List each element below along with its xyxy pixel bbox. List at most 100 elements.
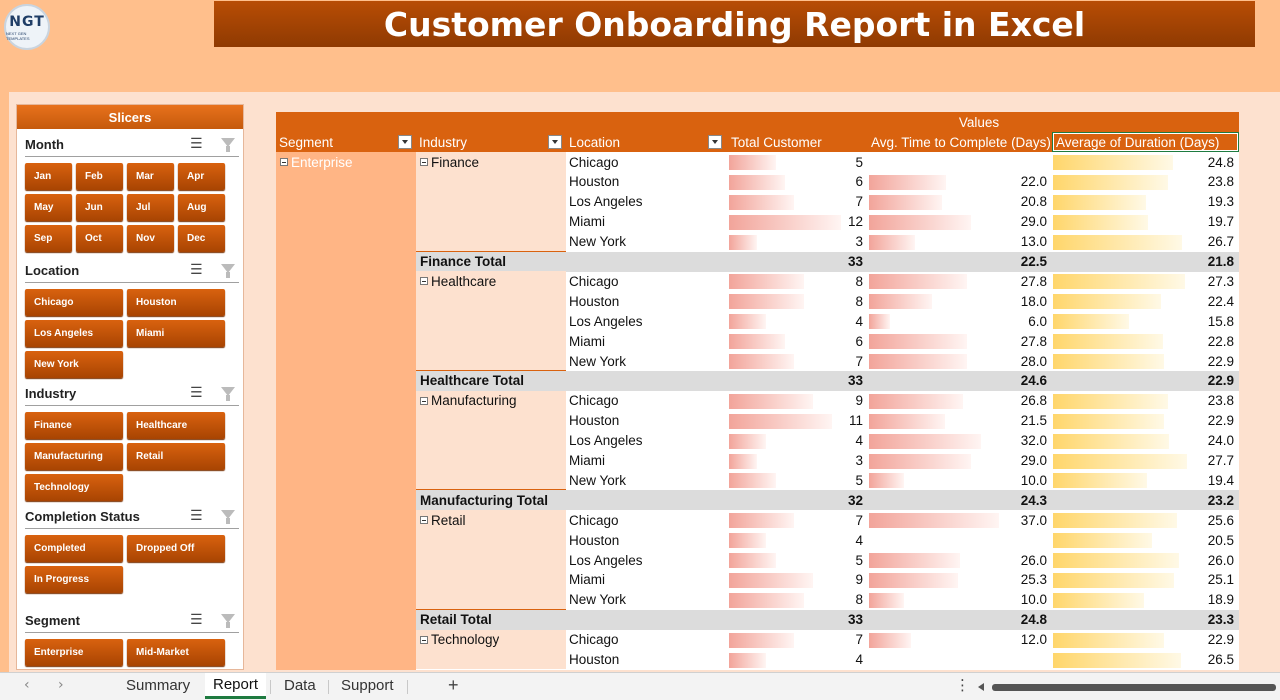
month-chip[interactable]: Dec (178, 225, 225, 252)
total-cell[interactable]: 7 (855, 512, 863, 528)
total-cell[interactable]: 3 (855, 453, 863, 468)
subtotal-avg-duration[interactable]: 23.2 (1207, 492, 1234, 508)
month-chip[interactable]: Jan (25, 163, 72, 190)
location-cell[interactable]: Houston (569, 532, 620, 548)
month-chip[interactable]: Aug (178, 194, 225, 221)
avg-time-cell[interactable]: 20.8 (1020, 194, 1047, 210)
location-filter-dropdown[interactable] (708, 135, 722, 149)
tab-report[interactable]: Report (205, 673, 267, 699)
month-chip[interactable]: Feb (76, 163, 123, 190)
tab-data[interactable]: Data (284, 677, 316, 694)
total-cell[interactable]: 4 (855, 433, 863, 449)
location-cell[interactable]: Houston (569, 174, 620, 190)
month-chip[interactable]: Apr (178, 163, 225, 190)
total-cell[interactable]: 5 (855, 154, 863, 170)
avg-duration-cell[interactable]: 26.0 (1207, 552, 1234, 568)
status-chip[interactable]: Dropped Off (127, 535, 225, 562)
total-cell[interactable]: 8 (855, 273, 863, 289)
avg-time-cell[interactable]: 12.0 (1020, 632, 1047, 648)
avg-duration-cell[interactable]: 22.4 (1207, 293, 1234, 309)
industry-label[interactable]: Retail (420, 510, 466, 530)
subtotal-label[interactable]: Healthcare Total (420, 373, 525, 389)
avg-duration-cell[interactable]: 27.3 (1207, 273, 1234, 289)
total-cell[interactable]: 6 (855, 333, 863, 349)
location-cell[interactable]: Los Angeles (569, 433, 643, 449)
month-chip[interactable]: Jun (76, 194, 123, 221)
location-cell[interactable]: New York (569, 472, 627, 488)
location-chip[interactable]: Miami (127, 320, 225, 347)
location-chip[interactable]: Los Angeles (25, 320, 123, 347)
segment-chip[interactable]: Mid-Market (127, 639, 225, 666)
total-cell[interactable]: 4 (855, 532, 863, 548)
industry-chip[interactable]: Healthcare (127, 412, 225, 439)
subtotal-avg-time[interactable]: 22.5 (1020, 254, 1047, 269)
avg-duration-cell[interactable]: 23.8 (1207, 393, 1234, 409)
total-cell[interactable]: 4 (855, 313, 863, 329)
avg-time-cell[interactable]: 18.0 (1020, 293, 1047, 309)
total-cell[interactable]: 9 (855, 572, 863, 588)
location-cell[interactable]: Los Angeles (569, 552, 643, 568)
collapse-icon[interactable] (420, 516, 428, 525)
avg-duration-header[interactable]: Average of Duration (Days) (1052, 132, 1239, 152)
subtotal-total[interactable]: 33 (847, 254, 863, 269)
subtotal-avg-time[interactable]: 24.6 (1020, 373, 1047, 389)
avg-duration-cell[interactable]: 19.7 (1207, 214, 1234, 230)
subtotal-total[interactable]: 33 (847, 612, 863, 628)
avg-duration-cell[interactable]: 22.9 (1207, 632, 1234, 648)
more-options-icon[interactable]: ⋮ (955, 676, 970, 694)
total-cell[interactable]: 3 (855, 234, 863, 250)
location-cell[interactable]: Miami (569, 572, 605, 588)
scrollbar-thumb[interactable] (992, 684, 1276, 691)
total-cell[interactable]: 12 (847, 214, 863, 230)
avg-time-cell[interactable]: 25.3 (1020, 572, 1047, 588)
avg-duration-cell[interactable]: 25.6 (1207, 512, 1234, 528)
location-cell[interactable]: Miami (569, 214, 605, 230)
month-chip[interactable]: Nov (127, 225, 174, 252)
avg-time-cell[interactable]: 29.0 (1020, 453, 1047, 468)
avg-duration-cell[interactable]: 22.9 (1207, 353, 1234, 369)
industry-label[interactable]: Technology (420, 630, 499, 650)
multi-select-icon[interactable] (187, 508, 207, 526)
industry-label[interactable]: Healthcare (420, 271, 496, 291)
tab-scroll-right-icon[interactable]: › (58, 677, 64, 693)
avg-time-cell[interactable] (868, 152, 1052, 172)
total-cell[interactable]: 11 (848, 413, 863, 429)
subtotal-label[interactable]: Manufacturing Total (420, 492, 548, 508)
total-cell[interactable]: 5 (855, 472, 863, 488)
location-cell[interactable]: Houston (569, 293, 620, 309)
total-cell[interactable]: 7 (855, 194, 863, 210)
subtotal-avg-time[interactable]: 24.8 (1020, 612, 1047, 628)
avg-time-cell[interactable]: 26.8 (1020, 393, 1047, 409)
month-chip[interactable]: Jul (127, 194, 174, 221)
location-cell[interactable]: Chicago (569, 512, 619, 528)
location-cell[interactable]: Chicago (569, 154, 619, 170)
clear-filter-icon[interactable] (219, 136, 239, 154)
total-cell[interactable]: 8 (855, 293, 863, 309)
tab-support[interactable]: Support (341, 677, 394, 694)
avg-time-cell[interactable] (868, 530, 1052, 550)
avg-duration-cell[interactable]: 27.7 (1207, 453, 1234, 468)
avg-time-cell[interactable]: 29.0 (1020, 214, 1047, 230)
total-cell[interactable]: 7 (855, 353, 863, 369)
status-chip[interactable]: In Progress (25, 566, 123, 593)
status-chip[interactable]: Completed (25, 535, 123, 562)
location-cell[interactable]: New York (569, 353, 627, 369)
collapse-icon[interactable] (420, 158, 428, 166)
location-cell[interactable]: Los Angeles (569, 313, 643, 329)
avg-duration-cell[interactable]: 23.8 (1207, 174, 1234, 190)
avg-time-cell[interactable]: 26.0 (1020, 552, 1047, 568)
location-cell[interactable]: Miami (569, 453, 605, 468)
total-cell[interactable]: 4 (855, 652, 863, 667)
multi-select-icon[interactable] (187, 385, 207, 403)
industry-filter-dropdown[interactable] (548, 135, 562, 149)
industry-chip[interactable]: Retail (127, 443, 225, 470)
industry-chip[interactable]: Finance (25, 412, 123, 439)
industry-chip[interactable]: Manufacturing (25, 443, 123, 470)
subtotal-avg-duration[interactable]: 23.3 (1207, 612, 1234, 628)
avg-duration-cell[interactable]: 15.8 (1207, 313, 1234, 329)
month-chip[interactable]: Sep (25, 225, 72, 252)
month-chip[interactable]: May (25, 194, 72, 221)
location-cell[interactable]: Chicago (569, 632, 619, 648)
clear-filter-icon[interactable] (219, 385, 239, 403)
avg-duration-cell[interactable]: 18.9 (1207, 592, 1234, 608)
